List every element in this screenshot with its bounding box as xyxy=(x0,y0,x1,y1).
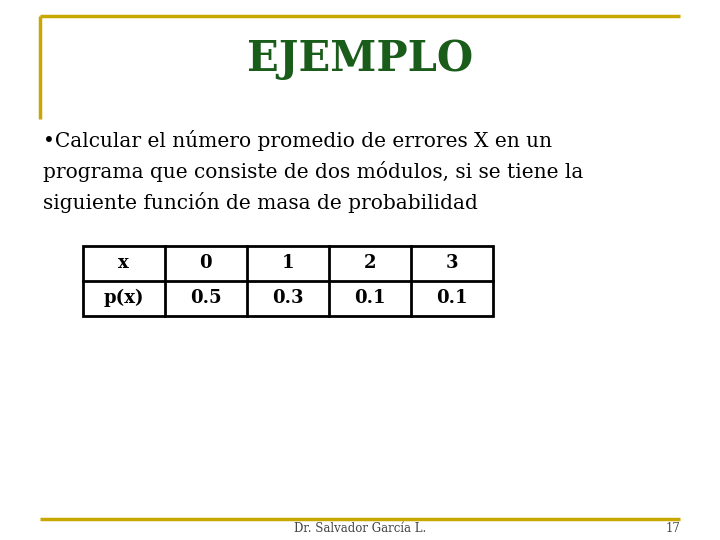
Text: 0.3: 0.3 xyxy=(272,289,304,307)
Text: 17: 17 xyxy=(665,522,680,535)
Text: 2: 2 xyxy=(364,254,377,272)
Text: p(x): p(x) xyxy=(104,289,144,307)
Text: 0.1: 0.1 xyxy=(354,289,386,307)
Text: •Calcular el número promedio de errores X en un
programa que consiste de dos mód: •Calcular el número promedio de errores … xyxy=(43,130,584,213)
Text: 1: 1 xyxy=(282,254,294,272)
Text: 3: 3 xyxy=(446,254,459,272)
Text: 0.1: 0.1 xyxy=(436,289,468,307)
Text: Dr. Salvador García L.: Dr. Salvador García L. xyxy=(294,522,426,535)
Text: 0.5: 0.5 xyxy=(190,289,222,307)
Text: EJEMPLO: EJEMPLO xyxy=(247,38,473,80)
Text: x: x xyxy=(119,254,129,272)
Text: 0: 0 xyxy=(199,254,212,272)
Bar xyxy=(83,246,493,316)
